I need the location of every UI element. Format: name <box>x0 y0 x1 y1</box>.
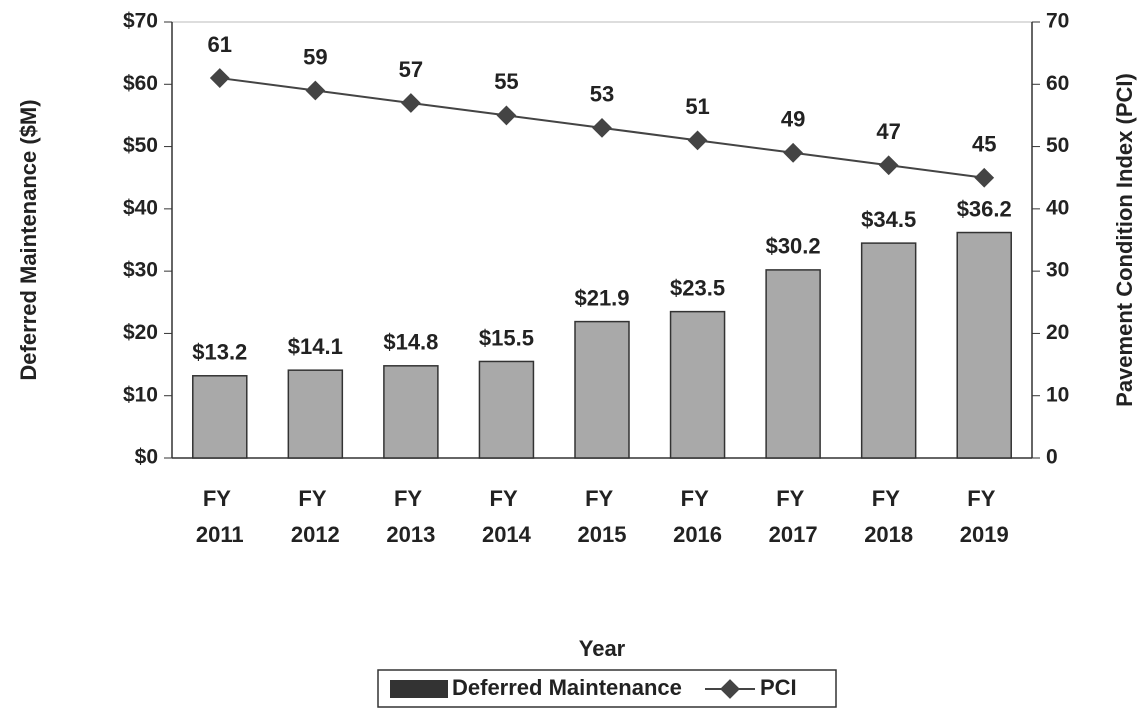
y-tick-label: $50 <box>123 134 158 157</box>
line-marker <box>687 130 708 151</box>
bar <box>383 365 439 459</box>
line-value-label: 61 <box>208 32 232 57</box>
y2-tick-label: 50 <box>1046 134 1069 157</box>
bar <box>478 360 535 459</box>
line-value-label: 59 <box>303 44 327 69</box>
bar <box>574 320 630 459</box>
x-tick-label: FY 2015 <box>578 486 627 547</box>
bar-value-label: $36.2 <box>957 196 1012 221</box>
line-value-label: 55 <box>494 69 518 94</box>
legend-marker <box>720 679 740 699</box>
y2-tick-label: 0 <box>1046 446 1058 469</box>
bar-value-label: $23.5 <box>670 275 725 300</box>
y2-tick-label: 30 <box>1046 259 1069 282</box>
bar-value-label: $30.2 <box>766 234 821 259</box>
y2-axis-title: Pavement Condition Index (PCI) <box>1112 73 1137 407</box>
y-tick-label: $30 <box>123 259 158 282</box>
bar-value-label: $34.5 <box>861 207 916 232</box>
legend-box <box>377 669 837 708</box>
legend-label: PCI <box>760 675 797 700</box>
y-axis-title: Deferred Maintenance ($M) <box>16 99 41 380</box>
line-value-label: 47 <box>876 119 900 144</box>
bar <box>287 369 344 459</box>
y2-tick-label: 70 <box>1046 10 1069 33</box>
line-value-label: 49 <box>781 107 805 132</box>
bar <box>669 310 726 459</box>
y-tick-label: $20 <box>123 321 158 344</box>
line-value-label: 57 <box>399 57 423 82</box>
x-tick-label: FY 2011 <box>196 486 244 547</box>
line-marker <box>305 80 326 101</box>
x-tick-label: FY 2018 <box>864 486 913 547</box>
bar-value-label: $21.9 <box>574 285 629 310</box>
line-marker <box>783 142 804 163</box>
y-tick-label: $0 <box>135 446 158 469</box>
legend-swatch <box>390 680 448 698</box>
line-value-label: 45 <box>972 132 996 157</box>
x-axis-title: Year <box>579 636 626 661</box>
x-tick-label: FY 2014 <box>482 486 532 547</box>
bar <box>192 375 248 459</box>
bar <box>956 231 1012 459</box>
bar-value-label: $15.5 <box>479 325 534 350</box>
y2-tick-label: 40 <box>1046 196 1069 219</box>
bar <box>860 242 917 459</box>
line-marker <box>496 105 517 126</box>
y2-tick-label: 60 <box>1046 72 1069 95</box>
x-tick-label: FY 2013 <box>386 486 435 547</box>
line-marker <box>209 68 230 88</box>
x-tick-label: FY 2017 <box>769 486 818 547</box>
y-tick-label: $70 <box>123 10 158 33</box>
bar-value-label: $14.8 <box>383 330 438 355</box>
line-value-label: 51 <box>685 94 709 119</box>
x-tick-label: FY 2012 <box>291 486 340 547</box>
line-marker <box>878 155 899 176</box>
bar-value-label: $13.2 <box>192 340 247 365</box>
y2-tick-label: 10 <box>1046 383 1069 406</box>
y-tick-label: $10 <box>123 383 158 406</box>
line-value-label: 53 <box>590 82 614 107</box>
bar <box>765 269 821 459</box>
bar-value-label: $14.1 <box>288 334 343 359</box>
y-tick-label: $40 <box>123 196 158 219</box>
line-marker <box>400 93 421 113</box>
line-marker <box>974 167 995 188</box>
x-tick-label: FY 2016 <box>673 486 722 547</box>
y-tick-label: $60 <box>123 72 158 95</box>
line-marker <box>592 117 612 138</box>
legend-label: Deferred Maintenance <box>452 675 682 700</box>
x-tick-label: FY 2019 <box>960 486 1009 547</box>
y2-tick-label: 20 <box>1046 321 1069 344</box>
